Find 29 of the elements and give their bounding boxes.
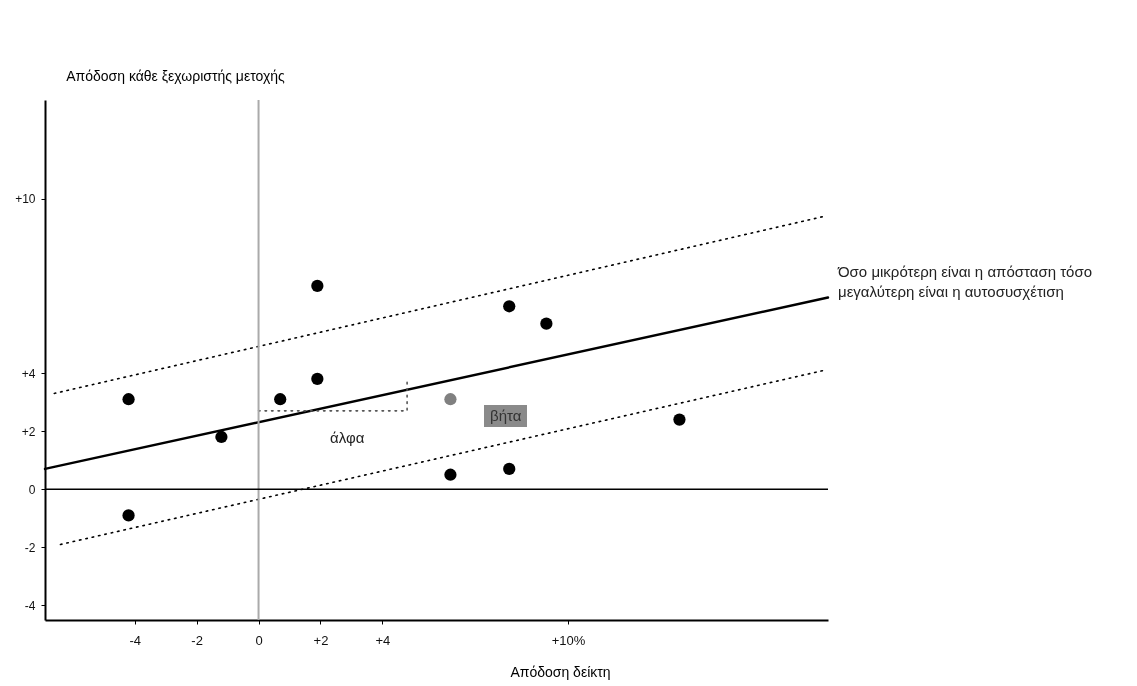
point — [503, 300, 516, 313]
point — [503, 462, 516, 476]
x-tick-label: -4 — [129, 632, 142, 648]
x-tick-label: +4 — [375, 632, 391, 648]
y-tick-label: +10 — [15, 192, 36, 207]
point — [122, 393, 135, 406]
x-tick-label: 0 — [255, 632, 263, 648]
annotation: άλφα — [330, 428, 365, 448]
point — [311, 279, 324, 293]
x-tick-label: -2 — [191, 632, 203, 648]
point — [673, 413, 686, 426]
point — [122, 509, 135, 522]
annotation: βήτα — [484, 405, 528, 427]
y-tick-label: +4 — [21, 366, 36, 381]
y-tick-label: +2 — [21, 424, 36, 439]
y-tick-label: -2 — [24, 540, 36, 555]
y-tick-label: -4 — [24, 598, 36, 613]
x-axis-title: Απόδοση δείκτη — [510, 663, 611, 680]
point — [311, 372, 324, 385]
x-tick-label: +10% — [551, 632, 586, 648]
point — [215, 430, 228, 444]
x-tick-label: +2 — [313, 632, 329, 648]
point — [444, 468, 457, 481]
point — [274, 393, 287, 406]
y-axis-title: Απόδοση κάθε ξεχωριστής μετοχής — [66, 67, 286, 84]
point — [540, 317, 553, 330]
point — [444, 393, 457, 406]
text: Όσο μικρότερη είναι η απόσταση τόσο μεγαλύτερη είναι η αυτοσυσχέτιση — [838, 262, 1094, 302]
y-tick-label: 0 — [28, 482, 36, 497]
